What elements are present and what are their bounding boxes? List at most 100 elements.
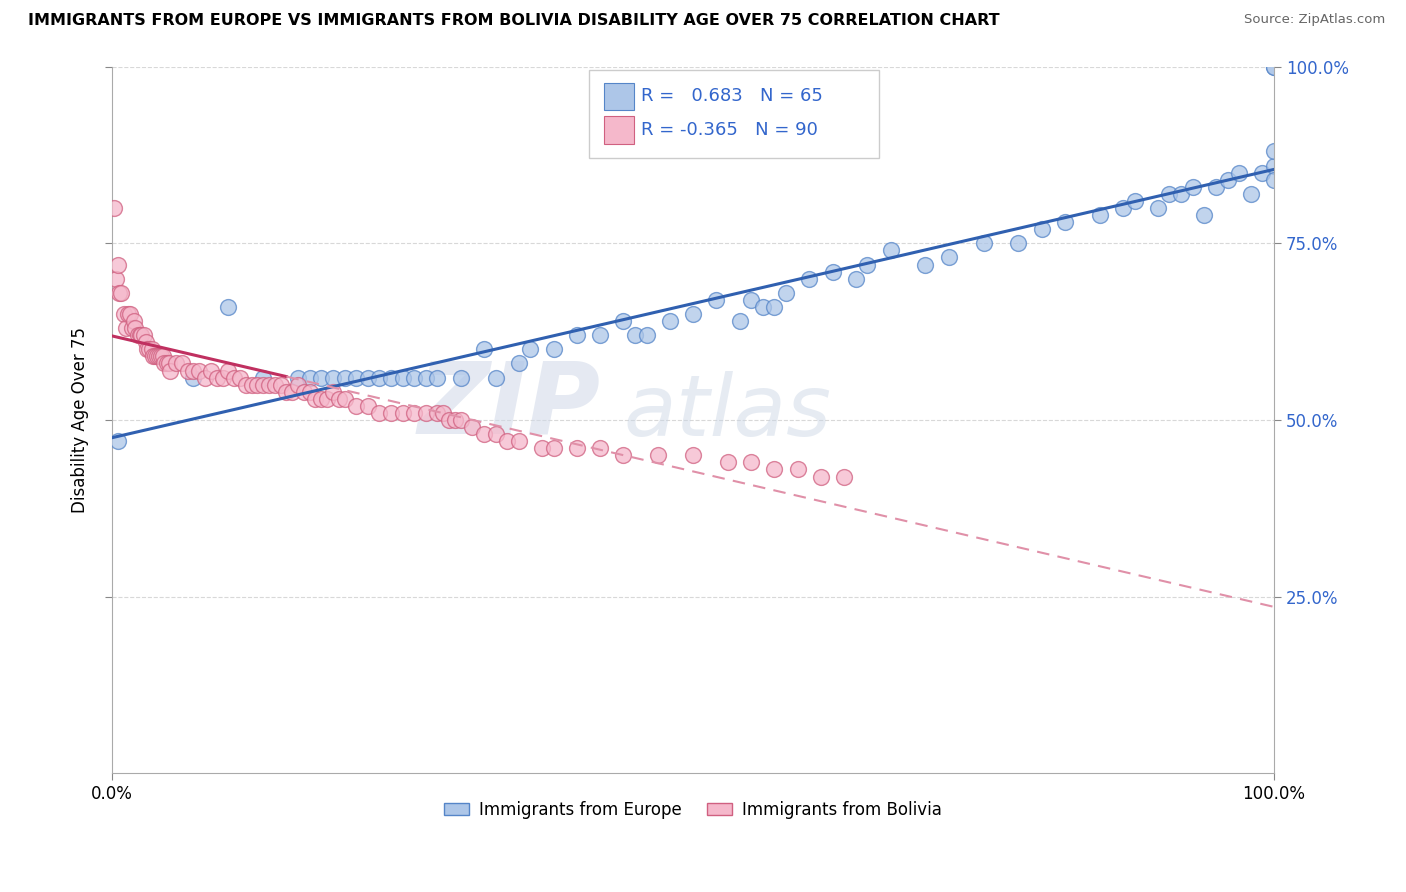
Point — [938, 251, 960, 265]
Point — [104, 271, 127, 285]
Point — [153, 356, 176, 370]
Point — [1159, 186, 1181, 201]
Point — [368, 406, 391, 420]
Point — [135, 335, 157, 350]
Point — [118, 307, 141, 321]
Point — [270, 377, 292, 392]
Point — [1263, 145, 1285, 159]
Point — [437, 413, 460, 427]
Point — [1053, 215, 1076, 229]
Point — [110, 285, 132, 300]
Point — [589, 328, 612, 343]
Point — [565, 442, 588, 456]
Point — [136, 343, 159, 357]
Point — [124, 321, 146, 335]
Point — [1194, 208, 1216, 222]
Point — [200, 363, 222, 377]
Point — [322, 370, 344, 384]
Point — [728, 314, 751, 328]
Point — [717, 455, 740, 469]
Point — [344, 399, 367, 413]
Point — [229, 370, 252, 384]
Point — [856, 258, 879, 272]
Point — [472, 343, 495, 357]
Legend: Immigrants from Europe, Immigrants from Bolivia: Immigrants from Europe, Immigrants from … — [437, 794, 949, 825]
Point — [292, 384, 315, 399]
Point — [263, 377, 285, 392]
Point — [333, 392, 356, 406]
Text: R =   0.683   N = 65: R = 0.683 N = 65 — [641, 87, 823, 105]
FancyBboxPatch shape — [589, 70, 879, 159]
Point — [1112, 201, 1135, 215]
Point — [450, 413, 472, 427]
FancyBboxPatch shape — [603, 83, 634, 111]
Point — [752, 300, 775, 314]
Point — [257, 377, 280, 392]
Point — [235, 377, 257, 392]
Point — [103, 201, 125, 215]
Point — [152, 350, 174, 364]
Point — [508, 434, 530, 449]
Point — [415, 406, 437, 420]
Point — [252, 377, 274, 392]
Point — [380, 406, 402, 420]
Point — [132, 328, 155, 343]
Point — [107, 258, 129, 272]
Point — [879, 244, 901, 258]
Point — [1263, 60, 1285, 74]
Point — [224, 370, 246, 384]
Point — [146, 350, 169, 364]
Point — [1146, 201, 1168, 215]
Point — [565, 328, 588, 343]
Point — [127, 328, 149, 343]
Point — [316, 392, 339, 406]
Point — [432, 406, 454, 420]
Point — [138, 343, 160, 357]
Point — [357, 399, 380, 413]
Point — [763, 300, 786, 314]
Point — [1123, 194, 1146, 208]
Point — [1031, 222, 1053, 236]
Point — [682, 307, 704, 321]
Point — [117, 307, 139, 321]
Point — [1251, 166, 1274, 180]
Y-axis label: Disability Age Over 75: Disability Age Over 75 — [72, 327, 89, 513]
Point — [1170, 186, 1192, 201]
Point — [217, 363, 239, 377]
Point — [1240, 186, 1263, 201]
Point — [276, 384, 298, 399]
Point — [287, 370, 309, 384]
Point — [252, 370, 274, 384]
Point — [404, 406, 426, 420]
Point — [311, 392, 333, 406]
Point — [1205, 179, 1227, 194]
Point — [170, 356, 193, 370]
Point — [159, 363, 181, 377]
Point — [496, 434, 519, 449]
Point — [832, 469, 855, 483]
Point — [176, 363, 198, 377]
Point — [624, 328, 647, 343]
Point — [450, 370, 472, 384]
Point — [322, 384, 344, 399]
Point — [156, 356, 179, 370]
Point — [157, 356, 180, 370]
Point — [287, 377, 309, 392]
Point — [543, 343, 565, 357]
Point — [240, 377, 263, 392]
Point — [129, 328, 152, 343]
Point — [461, 420, 484, 434]
Point — [1227, 166, 1250, 180]
Point — [821, 264, 844, 278]
Point — [1263, 159, 1285, 173]
Point — [914, 258, 936, 272]
Point — [391, 406, 413, 420]
Point — [786, 462, 808, 476]
Point — [484, 370, 506, 384]
Point — [143, 350, 166, 364]
Point — [298, 384, 321, 399]
Point — [122, 314, 145, 328]
Point — [636, 328, 658, 343]
Point — [1263, 60, 1285, 74]
Point — [108, 285, 131, 300]
